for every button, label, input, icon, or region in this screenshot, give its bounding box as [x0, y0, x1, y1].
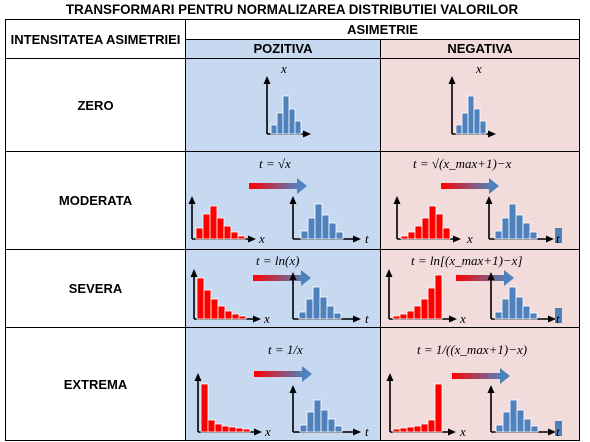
extrema-negative-formula: t = 1/((x_max+1)−x) [417, 342, 528, 357]
normal-histogram [448, 76, 496, 138]
normal-histogram: t [289, 272, 369, 326]
zero-negative-histogram [448, 76, 496, 138]
severa-positive-formula: t = ln(x) [256, 253, 300, 268]
asymmetry-header: ASIMETRIE [184, 19, 581, 40]
transform-arrow [441, 178, 499, 194]
row-extrema: EXTREMA t = 1/x [5, 327, 581, 441]
moderata-positive-cell: t = √x [185, 151, 381, 250]
x-axis-label: x [258, 231, 265, 246]
x-axis-label: x [263, 311, 270, 326]
extrema-positive-cell: t = 1/x [185, 327, 381, 441]
row-severa: SEVERA t = ln(x) [5, 249, 581, 328]
t-highlight [555, 421, 562, 436]
row-label-moderata: MODERATA [5, 151, 186, 250]
row-moderata: MODERATA t = √x [5, 151, 581, 250]
t-axis-label: t [365, 311, 369, 326]
skewed-histogram: x [188, 196, 265, 246]
normal-histogram: t [485, 196, 562, 246]
severa-positive-cell: t = ln(x) [185, 249, 381, 328]
row-label-extrema: EXTREMA [5, 327, 186, 441]
transform-arrow [452, 368, 510, 384]
moderata-negative-formula: t = √(x_max+1)−x [413, 156, 512, 171]
moderata-negative-cell: t = √(x_max+1)−x [379, 151, 581, 250]
skewed-histogram: x [385, 269, 466, 326]
extrema-positive-illustration: x t [194, 366, 369, 439]
extrema-negative-illustration: x t [386, 368, 562, 439]
x-axis-label: x [264, 424, 271, 439]
normal-histogram: t [487, 385, 562, 439]
severa-positive-illustration: x t [190, 269, 369, 326]
page-title: TRANSFORMARI PENTRU NORMALIZAREA DISTRIB… [65, 2, 519, 17]
severa-negative-formula: t = ln[(x_max+1)−x] [411, 253, 523, 268]
intensity-header-label: INTENSITATEA ASIMETRIEI [10, 31, 181, 47]
skewed-histogram: x [393, 196, 473, 246]
zero-negative-cell: x [379, 58, 581, 152]
normal-histogram: t [289, 385, 369, 439]
x-axis-label: x [466, 231, 473, 246]
normal-histogram: t [487, 272, 562, 326]
t-highlight [555, 308, 562, 323]
positive-header: POZITIVA [185, 39, 381, 59]
transform-arrow [456, 270, 514, 286]
zero-positive-histogram [263, 76, 311, 138]
t-axis-label: t [556, 424, 560, 439]
t-highlight [555, 228, 562, 243]
severa-negative-illustration: x t [385, 269, 562, 326]
x-axis-label: x [459, 424, 466, 439]
extrema-positive-formula: t = 1/x [268, 342, 303, 357]
extrema-negative-cell: t = 1/((x_max+1)−x) [379, 327, 581, 441]
severa-negative-cell: t = ln[(x_max+1)−x] [379, 249, 581, 328]
row-label-zero: ZERO [5, 58, 186, 152]
normal-histogram [263, 76, 311, 138]
zero-positive-cell: x [185, 58, 381, 152]
moderata-positive-formula: t = √x [259, 156, 291, 171]
skewed-histogram: x [194, 373, 271, 439]
x-axis-label: x [459, 311, 466, 326]
moderata-positive-illustration: x t [188, 178, 369, 246]
moderata-negative-illustration: x t [393, 178, 562, 246]
row-zero: ZERO x x [5, 58, 581, 152]
t-axis-label: t [365, 424, 369, 439]
skewed-histogram: x [190, 269, 270, 326]
transform-table: INTENSITATEA ASIMETRIEI ASIMETRIE POZITI… [5, 19, 581, 441]
normal-histogram: t [289, 196, 369, 246]
skewed-histogram: x [386, 373, 466, 439]
t-axis-label: t [365, 231, 369, 246]
zero-positive-formula: x [281, 61, 287, 76]
zero-negative-formula: x [476, 61, 482, 76]
t-axis-label: t [556, 311, 560, 326]
intensity-header: INTENSITATEA ASIMETRIEI [5, 19, 186, 59]
transform-arrow [254, 366, 312, 382]
transform-arrow [253, 270, 311, 286]
t-axis-label: t [556, 231, 560, 246]
row-label-severa: SEVERA [5, 249, 186, 328]
negative-header: NEGATIVA [379, 39, 581, 59]
transform-arrow [249, 178, 307, 194]
